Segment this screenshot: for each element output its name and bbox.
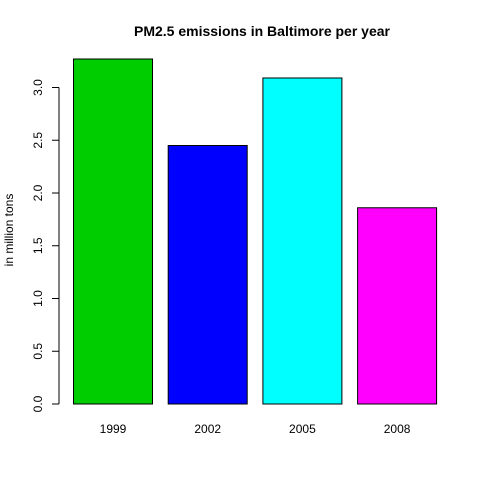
bars-group [73, 58, 438, 405]
y-axis: 0.0 0.5 1.0 1.5 2.0 2.5 3.0 [31, 79, 60, 412]
y-tick-label: 2.5 [31, 132, 45, 149]
bar-2005 [262, 77, 343, 405]
bar-1999 [73, 58, 153, 405]
y-tick-label: 2.0 [31, 184, 45, 201]
bar-2008 [357, 207, 438, 405]
x-tick-labels: 1999 2002 2005 2008 [100, 422, 411, 436]
y-tick-label: 0.5 [31, 343, 45, 360]
y-tick-label: 1.0 [31, 290, 45, 307]
x-tick-label: 1999 [100, 422, 127, 436]
y-axis-label: in million tons [2, 194, 16, 267]
x-tick-label: 2008 [384, 422, 411, 436]
chart-title: PM2.5 emissions in Baltimore per year [134, 23, 391, 39]
x-tick-label: 2005 [289, 422, 316, 436]
y-tick-label: 3.0 [31, 79, 45, 96]
y-tick-label: 1.5 [31, 237, 45, 254]
x-tick-label: 2002 [194, 422, 221, 436]
bar-2002 [167, 145, 248, 405]
y-tick-label: 0.0 [31, 395, 45, 412]
